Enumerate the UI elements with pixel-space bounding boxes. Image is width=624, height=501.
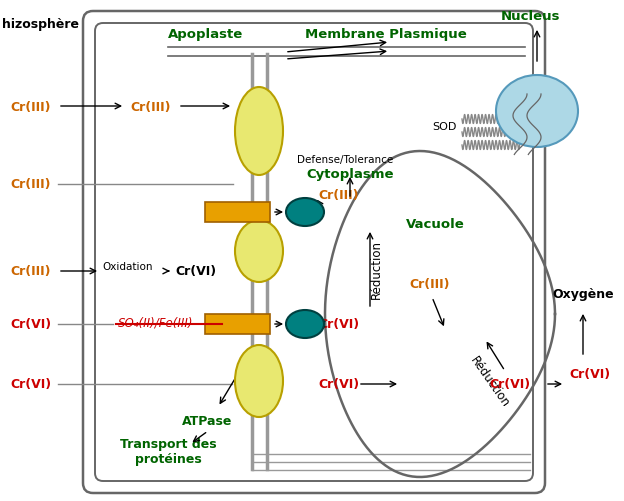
Text: Apoplaste: Apoplaste <box>168 28 243 41</box>
Text: Réduction: Réduction <box>468 353 512 409</box>
Text: Transport des
protéines: Transport des protéines <box>120 437 217 465</box>
Text: Cr(III): Cr(III) <box>10 265 51 278</box>
Text: Membrane Plasmique: Membrane Plasmique <box>305 28 467 41</box>
Text: Cr(VI): Cr(VI) <box>318 378 359 391</box>
Text: Cr(VI): Cr(VI) <box>570 368 610 381</box>
Text: Cytoplasme: Cytoplasme <box>306 168 394 181</box>
Text: ATPase: ATPase <box>182 414 232 427</box>
Bar <box>205 202 270 222</box>
Ellipse shape <box>286 311 324 338</box>
Text: Cr(VI): Cr(VI) <box>489 378 530 391</box>
Text: Cr(III): Cr(III) <box>10 178 51 191</box>
Text: Oxygène: Oxygène <box>552 288 614 301</box>
Text: Cr(III): Cr(III) <box>318 189 359 202</box>
Ellipse shape <box>235 220 283 283</box>
Text: Cr(VI): Cr(VI) <box>10 318 51 331</box>
Text: Cr(III): Cr(III) <box>410 278 451 291</box>
Text: Cr(VI): Cr(VI) <box>175 265 216 278</box>
Text: hizosphère: hizosphère <box>2 18 79 31</box>
Text: Vacuole: Vacuole <box>406 217 464 230</box>
Text: Cr(VI): Cr(VI) <box>318 318 359 331</box>
Ellipse shape <box>235 88 283 176</box>
Ellipse shape <box>286 198 324 226</box>
Ellipse shape <box>235 345 283 417</box>
Text: Réduction: Réduction <box>369 240 383 299</box>
Text: Cr(VI): Cr(VI) <box>10 378 51 391</box>
Text: Nucleus: Nucleus <box>500 10 560 23</box>
Ellipse shape <box>496 76 578 148</box>
Text: SOD: SOD <box>432 122 457 132</box>
Text: Oxidation: Oxidation <box>102 262 152 272</box>
Bar <box>205 314 270 334</box>
Text: Defense/Tolerance: Defense/Tolerance <box>297 155 393 165</box>
Text: SO₄(II)/Fe(III): SO₄(II)/Fe(III) <box>118 316 193 329</box>
Text: Cr(III): Cr(III) <box>10 100 51 113</box>
Text: Cr(III): Cr(III) <box>130 100 170 113</box>
